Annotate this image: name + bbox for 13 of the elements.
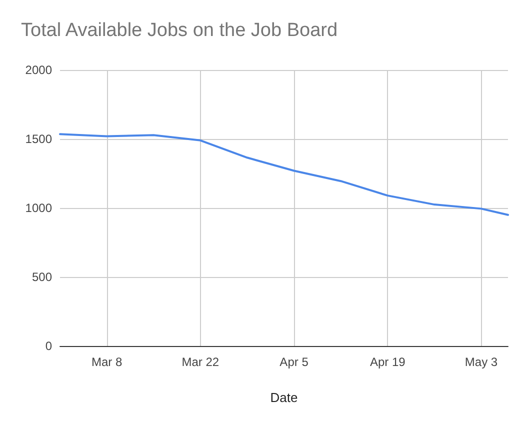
x-axis-title: Date	[270, 390, 298, 405]
y-tick-label: 1000	[25, 201, 52, 215]
x-tick-label: Mar 22	[182, 355, 220, 369]
y-tick-label: 0	[45, 339, 52, 353]
y-tick-label: 2000	[25, 63, 52, 77]
y-tick-label: 1500	[25, 132, 52, 146]
line-series	[59, 133, 509, 216]
x-tick-label: Mar 8	[91, 355, 122, 369]
y-tick-label: 500	[32, 270, 52, 284]
x-tick-label: Apr 5	[280, 355, 309, 369]
chart-title: Total Available Jobs on the Job Board	[21, 20, 338, 41]
x-tick-label: May 3	[464, 355, 498, 369]
x-tick-label: Apr 19	[370, 355, 406, 369]
